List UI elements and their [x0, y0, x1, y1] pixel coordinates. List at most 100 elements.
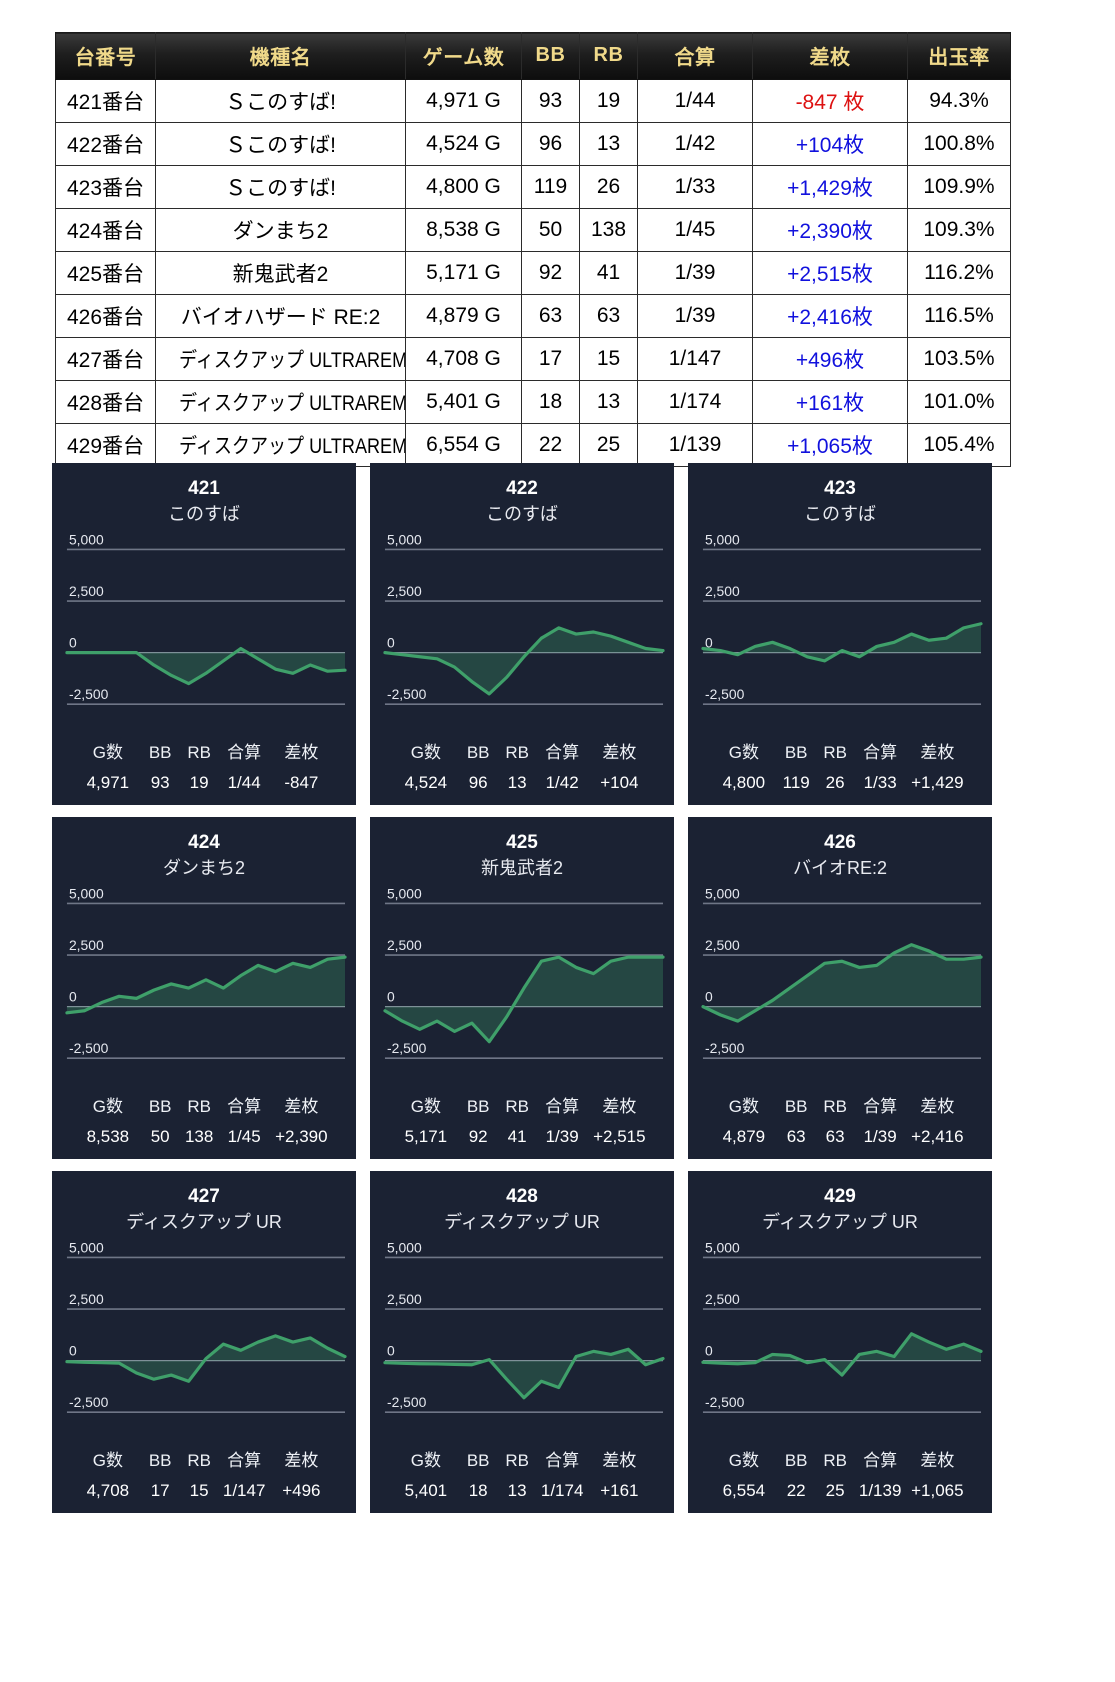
table-row: 421番台 Ｓこのすば! 4,971 G 93 19 1/44 -847 枚 94.3% — [55, 79, 1011, 123]
y-axis-tick-label: 2,500 — [387, 937, 422, 953]
stat-label: 合算 — [545, 1450, 580, 1470]
stat-label: G数 — [92, 742, 123, 762]
cell-game-count: 5,171 G — [405, 251, 522, 295]
graph-card[interactable]: 421 このすば 5,000 2,500 0 -2,500 G数 BB RB 合算 差枚 4,971 9… — [52, 463, 356, 805]
card-machine-number: 427 — [188, 1186, 220, 1207]
stat-value: +161 — [600, 1480, 639, 1500]
card-stats-values: 4,879 63 63 1/39 +2,416 — [697, 1122, 983, 1152]
payout-graph: 5,000 2,500 0 -2,500 — [697, 888, 983, 1084]
card-stats: G数 BB RB 合算 差枚 6,554 22 25 1/139 +1,065 — [697, 1446, 983, 1506]
cell-combined-rate: 1/42 — [637, 122, 753, 166]
stat-value: +496 — [282, 1480, 321, 1500]
table-header-cell: 台番号 — [55, 32, 156, 80]
cell-payout-rate: 109.9% — [907, 165, 1011, 209]
graph-card[interactable]: 424 ダンまち2 5,000 2,500 0 -2,500 G数 BB RB 合算 差枚 8,538… — [52, 817, 356, 1159]
stat-label: BB — [466, 742, 490, 762]
cell-bb-count: 93 — [521, 79, 580, 123]
graph-card[interactable]: 422 このすば 5,000 2,500 0 -2,500 G数 BB RB 合算 差枚 4,524 9… — [370, 463, 674, 805]
card-stats-header: G数 BB RB 合算 差枚 — [61, 1092, 347, 1122]
y-axis-tick-label: 2,500 — [705, 1291, 740, 1307]
cell-payout-rate: 103.5% — [907, 337, 1011, 381]
y-axis-tick-label: -2,500 — [69, 1394, 109, 1410]
cell-game-count: 4,800 G — [405, 165, 522, 209]
stat-value: 6,554 — [722, 1480, 766, 1500]
cell-machine-number: 427番台 — [55, 337, 156, 381]
stat-label: 合算 — [863, 742, 898, 762]
cell-machine-number: 429番台 — [55, 423, 156, 467]
stat-value: +2,515 — [593, 1126, 646, 1146]
stat-label: 合算 — [227, 742, 262, 762]
cell-model-name: ダンまち2 — [155, 208, 406, 252]
stat-value: +104 — [600, 772, 639, 792]
card-stats-header: G数 BB RB 合算 差枚 — [379, 738, 665, 768]
cell-machine-number: 426番台 — [55, 294, 156, 338]
stat-label: 差枚 — [602, 742, 637, 762]
table-row: 427番台 ディスクアップ ULTRAREMIX 4,708 G 17 15 1/147 +… — [55, 337, 1011, 381]
cell-game-count: 4,708 G — [405, 337, 522, 381]
payout-graph: 5,000 2,500 0 -2,500 — [697, 534, 983, 730]
stat-label: RB — [505, 1096, 529, 1116]
table-header-cell: BB — [521, 32, 580, 80]
stat-label: 合算 — [227, 1450, 262, 1470]
stat-label: BB — [784, 1450, 808, 1470]
stat-value: 138 — [184, 1126, 214, 1146]
payout-graph: 5,000 2,500 0 -2,500 — [697, 1242, 983, 1438]
graph-card[interactable]: 427 ディスクアップ UR 5,000 2,500 0 -2,500 G数 BB RB 合算 差枚… — [52, 1171, 356, 1513]
stat-label: BB — [148, 1450, 172, 1470]
y-axis-tick-label: 2,500 — [387, 1291, 422, 1307]
stat-value: 1/139 — [858, 1480, 902, 1500]
cell-coin-difference: +104枚 — [752, 122, 908, 166]
stat-value: +1,429 — [911, 772, 964, 792]
y-axis-tick-label: 2,500 — [705, 937, 740, 953]
y-axis-tick-label: 0 — [69, 634, 77, 650]
stat-value: 26 — [825, 772, 845, 792]
card-stats: G数 BB RB 合算 差枚 4,971 93 19 1/44 -847 — [61, 738, 347, 798]
card-model-name: ディスクアップ UR — [126, 1211, 282, 1232]
graph-area-fill — [384, 956, 664, 1042]
graph-card[interactable]: 429 ディスクアップ UR 5,000 2,500 0 -2,500 G数 BB RB 合算 差枚… — [688, 1171, 992, 1513]
cell-combined-rate: 1/39 — [637, 294, 753, 338]
stat-label: G数 — [410, 1096, 441, 1116]
cell-bb-count: 96 — [521, 122, 580, 166]
stat-label: G数 — [410, 742, 441, 762]
y-axis-tick-label: -2,500 — [705, 686, 745, 702]
cell-rb-count: 25 — [579, 423, 638, 467]
card-stats: G数 BB RB 合算 差枚 4,800 119 26 1/33 +1,429 — [697, 738, 983, 798]
cell-rb-count: 26 — [579, 165, 638, 209]
stat-value: 119 — [782, 772, 810, 792]
cell-combined-rate: 1/139 — [637, 423, 753, 467]
y-axis-tick-label: 2,500 — [69, 937, 104, 953]
card-stats-values: 4,708 17 15 1/147 +496 — [61, 1476, 347, 1506]
card-machine-number: 425 — [506, 832, 538, 853]
table-row: 426番台 バイオハザード RE:2 4,879 G 63 63 1/39 +2,416枚 1… — [55, 294, 1011, 338]
cell-game-count: 4,879 G — [405, 294, 522, 338]
graph-card[interactable]: 426 バイオRE:2 5,000 2,500 0 -2,500 G数 BB RB 合算 差枚 4,8… — [688, 817, 992, 1159]
graph-card[interactable]: 425 新鬼武者2 5,000 2,500 0 -2,500 G数 BB RB 合算 差枚 5,171… — [370, 817, 674, 1159]
card-stats-values: 4,800 119 26 1/33 +1,429 — [697, 768, 983, 798]
y-axis-tick-label: 0 — [69, 988, 77, 1004]
cell-combined-rate: 1/45 — [637, 208, 753, 252]
y-axis-tick-label: 5,000 — [69, 1242, 104, 1255]
cell-game-count: 6,554 G — [405, 423, 522, 467]
cell-payout-rate: 100.8% — [907, 122, 1011, 166]
stat-value: 1/39 — [545, 1126, 579, 1146]
graph-card[interactable]: 423 このすば 5,000 2,500 0 -2,500 G数 BB RB 合算 差枚 4,800 1… — [688, 463, 992, 805]
payout-graph: 5,000 2,500 0 -2,500 — [61, 534, 347, 730]
y-axis-tick-label: 2,500 — [705, 583, 740, 599]
card-model-name: バイオRE:2 — [792, 857, 888, 878]
stat-value: 17 — [150, 1480, 170, 1500]
card-model-name: このすば — [486, 503, 558, 524]
graph-card[interactable]: 428 ディスクアップ UR 5,000 2,500 0 -2,500 G数 BB RB 合算 差枚… — [370, 1171, 674, 1513]
stat-value: 4,524 — [404, 772, 448, 792]
y-axis-tick-label: 2,500 — [387, 583, 422, 599]
y-axis-tick-label: 0 — [705, 634, 713, 650]
stat-label: BB — [784, 742, 808, 762]
card-stats-values: 6,554 22 25 1/139 +1,065 — [697, 1476, 983, 1506]
card-machine-number: 423 — [824, 478, 856, 499]
cell-machine-number: 424番台 — [55, 208, 156, 252]
table-row: 424番台 ダンまち2 8,538 G 50 138 1/45 +2,390枚 109.3% — [55, 208, 1011, 252]
stat-value: 22 — [786, 1480, 806, 1500]
table-header-row: 台番号 機種名 ゲーム数 BB RB 合算 差枚 出玉率 — [55, 32, 1011, 80]
card-stats-header: G数 BB RB 合算 差枚 — [61, 738, 347, 768]
model-name-text: Ｓこのすば! — [225, 134, 336, 157]
